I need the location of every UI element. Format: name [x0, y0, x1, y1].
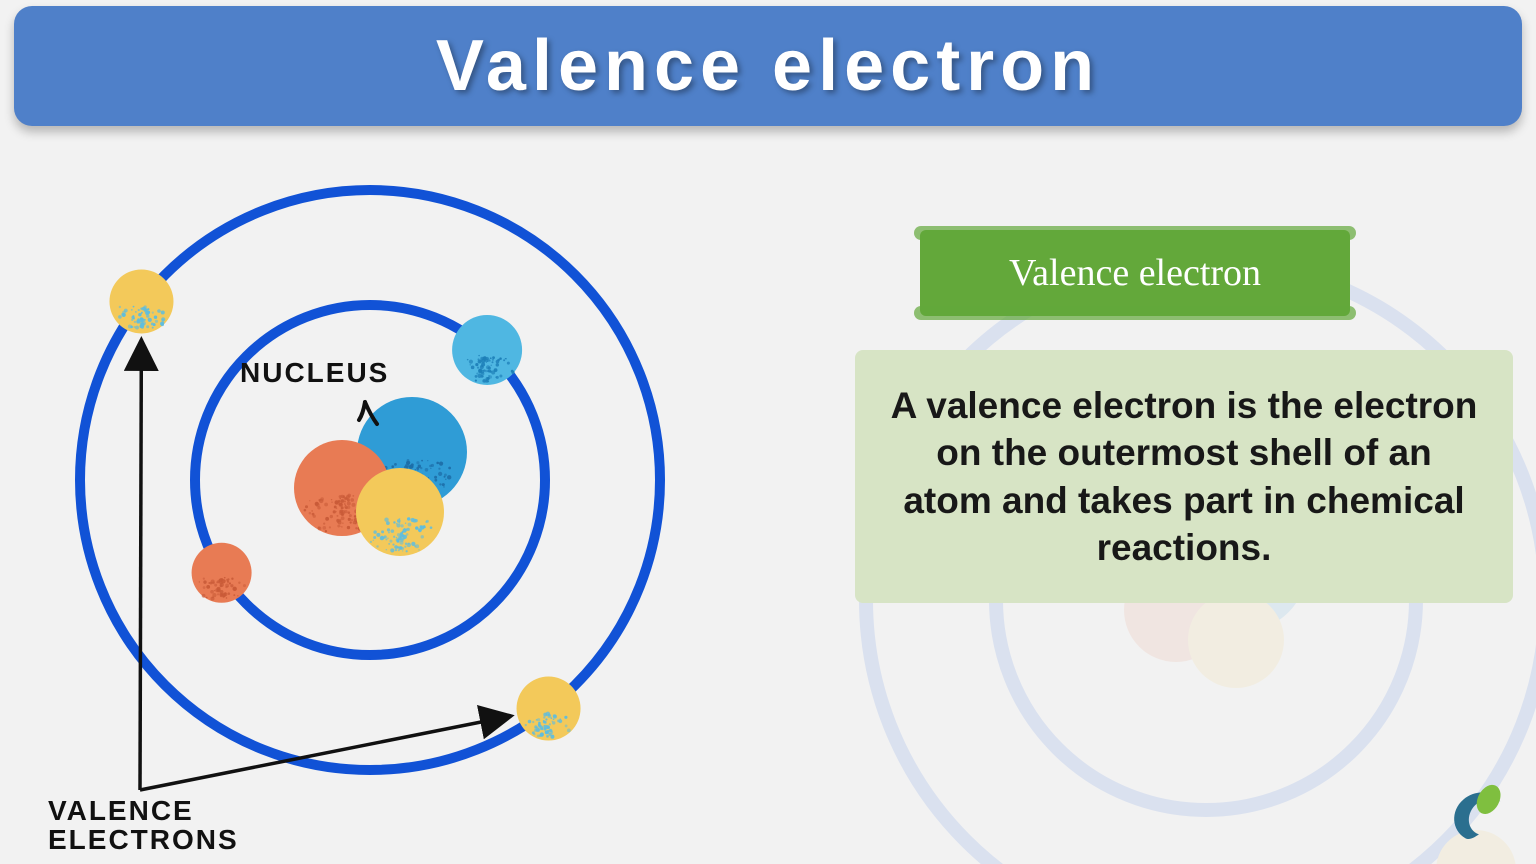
arrow-to-valence-1: [140, 339, 141, 790]
definition-body-box: A valence electron is the electron on th…: [855, 350, 1513, 603]
valence-electrons-label: VALENCEELECTRONS: [48, 796, 239, 855]
atom-diagram: NUCLEUS VALENCEELECTRONS: [0, 130, 780, 864]
title-banner: Valence electron: [14, 6, 1522, 126]
nucleus-label: NUCLEUS: [240, 358, 389, 387]
inner-electron-1: [452, 315, 522, 385]
definition-body: A valence electron is the electron on th…: [889, 382, 1479, 571]
page-title: Valence electron: [436, 25, 1100, 107]
definition-title-box: Valence electron: [920, 230, 1350, 316]
infographic-page: Valence electron NUCLEUS VALENCEELECTRON…: [0, 0, 1536, 864]
definition-title: Valence electron: [1009, 251, 1261, 295]
brand-logo-icon: [1446, 782, 1508, 844]
atom-svg: [0, 130, 780, 864]
